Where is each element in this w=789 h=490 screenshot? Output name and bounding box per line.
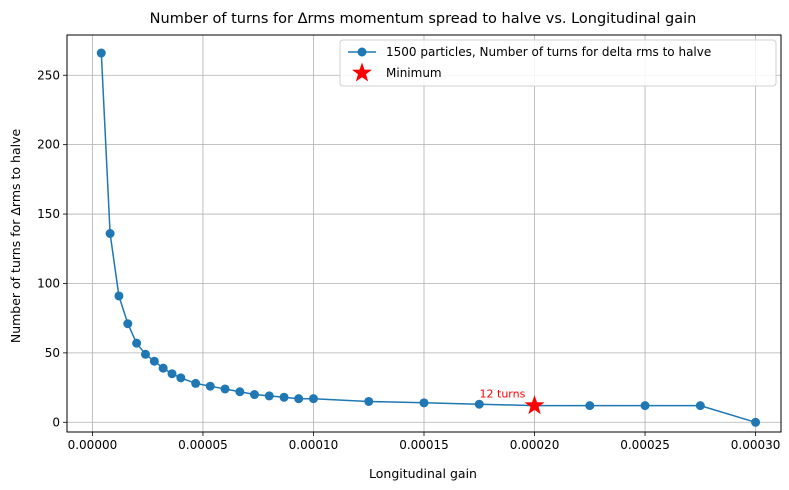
y-axis-label: Number of turns for Δrms to halve [8, 129, 23, 344]
legend-label-series: 1500 particles, Number of turns for delt… [386, 45, 711, 59]
data-point [96, 48, 106, 58]
x-axis-label: Longitudinal gain [369, 466, 477, 481]
y-tick-label: 150 [37, 207, 60, 221]
data-point [585, 401, 595, 411]
data-point [474, 399, 484, 409]
data-point [308, 394, 318, 404]
data-point [114, 291, 124, 301]
legend-marker-swatch [357, 47, 367, 57]
data-point [235, 387, 245, 397]
data-point [640, 401, 650, 411]
legend-label-minimum: Minimum [386, 66, 442, 80]
y-tick-label: 100 [37, 276, 60, 290]
data-point [249, 390, 259, 400]
series-layer [96, 48, 761, 427]
data-point [695, 401, 705, 411]
legend-box [339, 39, 777, 87]
data-point [279, 392, 289, 402]
data-point [220, 384, 230, 394]
x-tick-label: 0.00010 [289, 438, 339, 452]
minimum-star-marker [524, 395, 545, 415]
data-point [140, 349, 150, 359]
y-tick-label: 50 [45, 346, 60, 360]
x-tick-label: 0.00015 [399, 438, 449, 452]
data-point [105, 229, 115, 238]
legend-star-swatch [352, 62, 372, 82]
minimum-annotation: 12 turns [480, 388, 526, 401]
x-tick-label: 0.00025 [620, 438, 670, 452]
data-point [149, 356, 159, 366]
data-point [132, 338, 142, 348]
x-tick-label: 0.00005 [178, 438, 228, 452]
data-point [264, 391, 274, 401]
x-tick-label: 0.00030 [731, 438, 781, 452]
data-point [419, 398, 429, 408]
data-point [191, 378, 201, 388]
data-point [751, 417, 761, 427]
data-point [158, 363, 168, 373]
x-tick-label: 0.00000 [68, 438, 118, 452]
y-tick-label: 200 [37, 138, 60, 152]
data-point [294, 394, 304, 404]
legend: 1500 particles, Number of turns for delt… [339, 39, 777, 87]
grid [67, 35, 781, 432]
y-tick-label: 0 [52, 415, 60, 429]
data-point [205, 381, 215, 391]
data-point [123, 319, 133, 329]
data-point [176, 373, 186, 383]
y-tick-label: 250 [37, 68, 60, 82]
annotation-layer: 12 turns [480, 388, 545, 415]
x-tick-label: 0.00020 [510, 438, 560, 452]
chart-title: Number of turns for Δrms momentum spread… [150, 11, 697, 27]
data-point [364, 396, 374, 406]
data-point [167, 369, 177, 379]
ticks: 0.00000 0.00005 0.00010 0.00015 0.00020 0.000… [37, 68, 780, 452]
